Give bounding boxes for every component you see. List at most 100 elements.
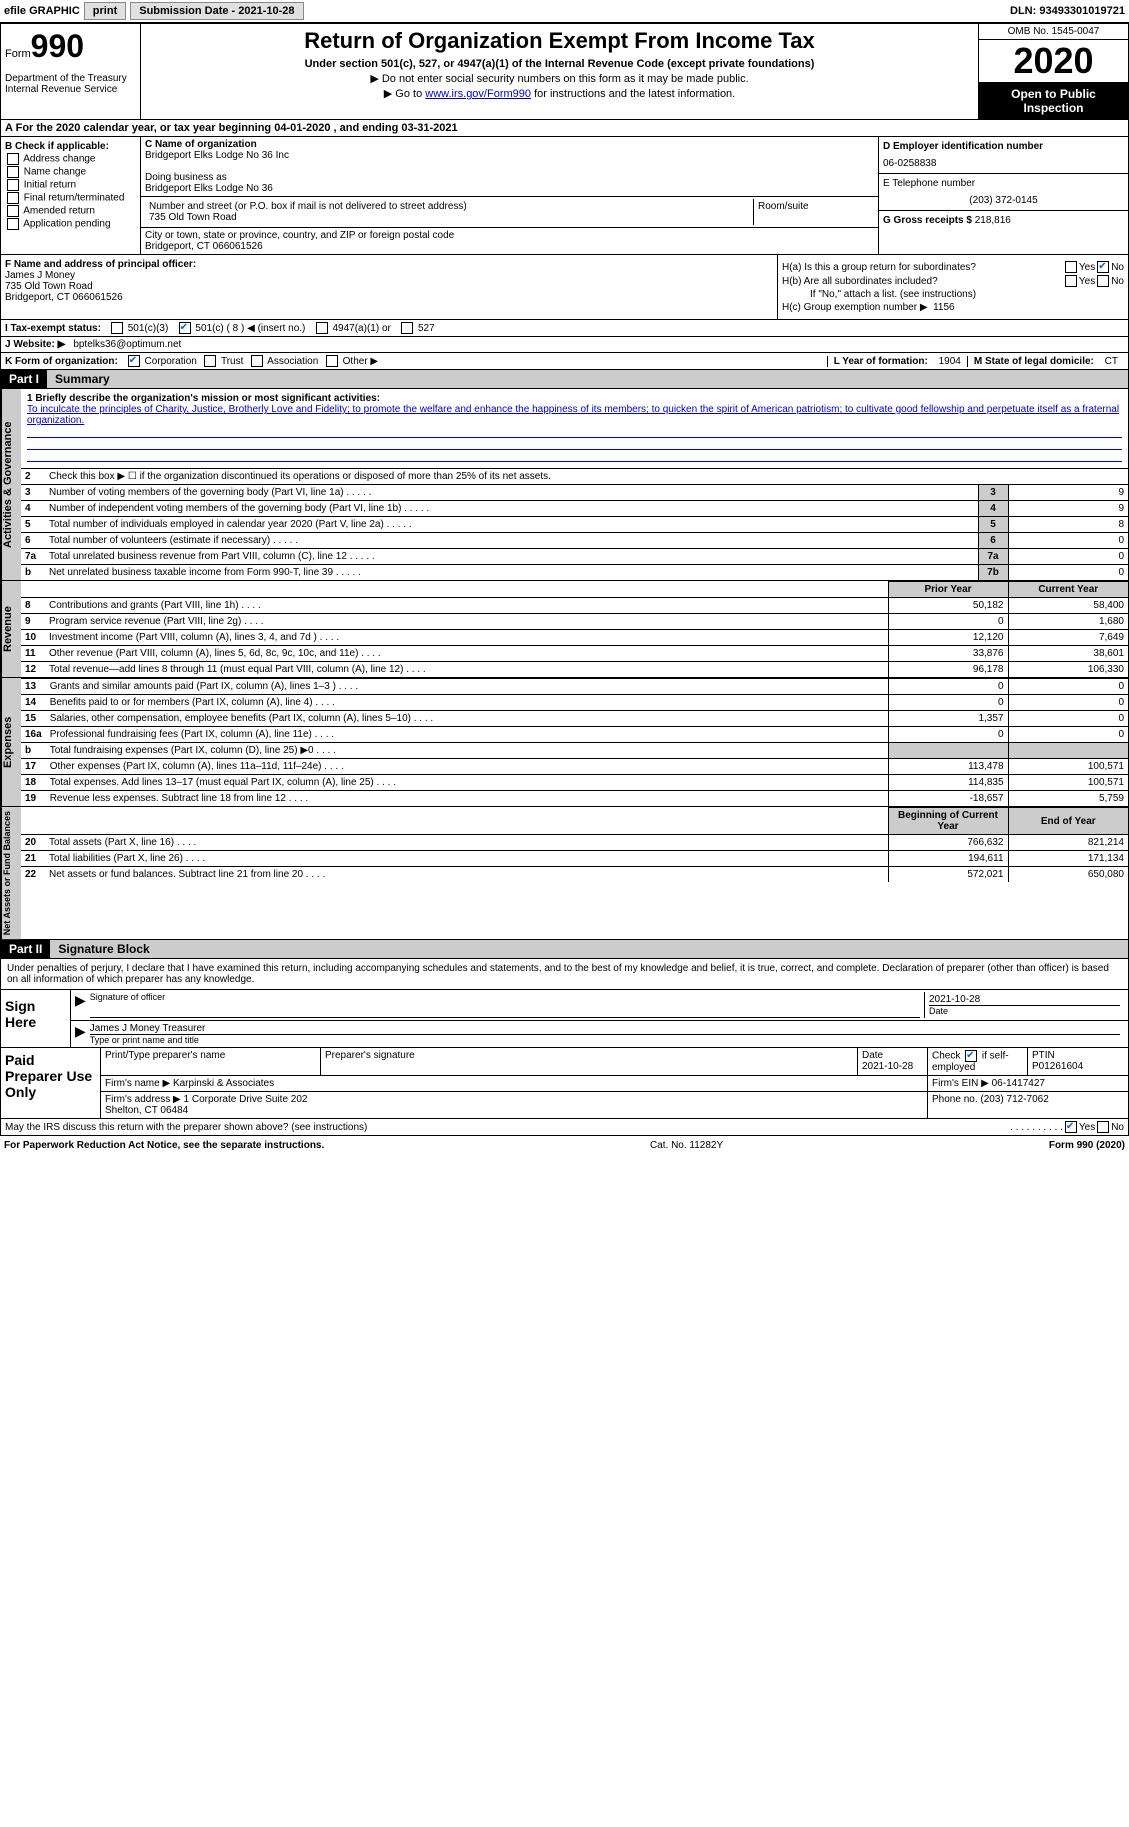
table-row: 12Total revenue—add lines 8 through 11 (…	[21, 662, 1128, 678]
phone-value: (203) 372-0145	[883, 195, 1124, 206]
form-subtitle: Under section 501(c), 527, or 4947(a)(1)…	[145, 58, 974, 70]
form-number: 990	[31, 28, 84, 64]
table-row: bNet unrelated business taxable income f…	[21, 565, 1128, 581]
box-f: F Name and address of principal officer:…	[1, 255, 778, 319]
part1-title: Summary	[47, 370, 1128, 388]
gov-side-label: Activities & Governance	[1, 389, 21, 580]
table-row: 8Contributions and grants (Part VIII, li…	[21, 598, 1128, 614]
checkbox[interactable]	[7, 218, 19, 230]
box-b: B Check if applicable: Address change Na…	[1, 137, 141, 254]
website-value: bptelks36@optimum.net	[73, 339, 181, 350]
line-i-label: I Tax-exempt status:	[5, 323, 101, 334]
sig-date-value: 2021-10-28	[929, 994, 1120, 1005]
firm-addr-label: Firm's address ▶	[105, 1094, 181, 1105]
form-header: Form990 Department of the Treasury Inter…	[0, 23, 1129, 120]
tax-status-opt: 527	[399, 323, 443, 334]
ha-no-checkbox[interactable]	[1097, 261, 1109, 273]
org-form-opt: Corporation	[126, 356, 203, 367]
sig-declaration: Under penalties of perjury, I declare th…	[1, 959, 1128, 989]
ein-value: 06-0258838	[883, 158, 1124, 169]
form-id-box: Form990 Department of the Treasury Inter…	[1, 24, 141, 119]
self-employed-checkbox[interactable]	[965, 1050, 977, 1062]
net-section: Net Assets or Fund Balances Beginning of…	[0, 807, 1129, 940]
city-label: City or town, state or province, country…	[145, 230, 874, 241]
discuss-yes-checkbox[interactable]	[1065, 1121, 1077, 1133]
table-row: 6Total number of volunteers (estimate if…	[21, 533, 1128, 549]
table-row: 17Other expenses (Part IX, column (A), l…	[21, 759, 1128, 775]
line-l-value: 1904	[939, 356, 961, 367]
table-row: 10Investment income (Part VIII, column (…	[21, 630, 1128, 646]
mission-ans: To inculcate the principles of Charity, …	[27, 404, 1119, 426]
table-row: 19Revenue less expenses. Subtract line 1…	[21, 791, 1128, 807]
checkbox[interactable]	[111, 322, 123, 334]
discuss-no-checkbox[interactable]	[1097, 1121, 1109, 1133]
checkbox[interactable]	[7, 192, 19, 204]
line-i: I Tax-exempt status: 501(c)(3) 501(c) ( …	[0, 320, 1129, 337]
tax-status-opt: 4947(a)(1) or	[314, 323, 399, 334]
table-row: bTotal fundraising expenses (Part IX, co…	[21, 743, 1128, 759]
ein-label: D Employer identification number	[883, 141, 1124, 152]
checkbox[interactable]	[316, 322, 328, 334]
arrow-icon: ▶	[75, 1023, 86, 1045]
top-bar: efile GRAPHIC print Submission Date - 20…	[0, 0, 1129, 23]
line-j: J Website: ▶ bptelks36@optimum.net	[0, 337, 1129, 353]
table-row: 3Number of voting members of the governi…	[21, 485, 1128, 501]
checkbox[interactable]	[179, 322, 191, 334]
line-klm: K Form of organization: Corporation Trus…	[0, 353, 1129, 370]
irs-link[interactable]: www.irs.gov/Form990	[425, 88, 531, 100]
part2-bar: Part II Signature Block	[0, 940, 1129, 959]
checkbox[interactable]	[401, 322, 413, 334]
checkbox[interactable]	[7, 179, 19, 191]
checkbox[interactable]	[251, 355, 263, 367]
underline	[27, 452, 1122, 462]
checkbox[interactable]	[204, 355, 216, 367]
gov-section: Activities & Governance 1 Briefly descri…	[0, 389, 1129, 581]
inspection-label: Open to Public Inspection	[979, 83, 1128, 119]
tax-year: 2020	[979, 40, 1128, 83]
gov-table: 2Check this box ▶ ☐ if the organization …	[21, 468, 1128, 580]
checkbox[interactable]	[7, 153, 19, 165]
tax-status-opt: 501(c)(3)	[109, 323, 177, 334]
omb-number: OMB No. 1545-0047	[979, 24, 1128, 40]
rev-section: Revenue Prior Year Current Year 8Contrib…	[0, 581, 1129, 678]
part2-title: Signature Block	[50, 940, 1128, 958]
hc-label: H(c) Group exemption number ▶	[782, 302, 928, 313]
period-row: A For the 2020 calendar year, or tax yea…	[0, 120, 1129, 137]
sig-type-label: Type or print name and title	[90, 1035, 1120, 1045]
form-title: Return of Organization Exempt From Incom…	[145, 28, 974, 54]
period-text: For the 2020 calendar year, or tax year …	[16, 122, 458, 134]
sig-date-label: Date	[929, 1005, 1120, 1016]
table-row: 16aProfessional fundraising fees (Part I…	[21, 727, 1128, 743]
rev-side-label: Revenue	[1, 581, 21, 677]
firm-ein-label: Firm's EIN ▶	[932, 1078, 989, 1089]
org-name: Bridgeport Elks Lodge No 36 Inc	[145, 150, 874, 161]
hb-yes-checkbox[interactable]	[1065, 275, 1077, 287]
end-year-hdr: End of Year	[1008, 808, 1128, 835]
net-table: Beginning of Current Year End of Year 20…	[21, 807, 1128, 882]
table-row: 14Benefits paid to or for members (Part …	[21, 695, 1128, 711]
print-button[interactable]: print	[84, 2, 126, 20]
checkbox[interactable]	[326, 355, 338, 367]
submission-button[interactable]: Submission Date - 2021-10-28	[130, 2, 303, 20]
table-row: 15Salaries, other compensation, employee…	[21, 711, 1128, 727]
officer-name: James J Money	[5, 270, 773, 281]
checkbox[interactable]	[7, 166, 19, 178]
checkbox[interactable]	[7, 205, 19, 217]
signature-block: Under penalties of perjury, I declare th…	[0, 959, 1129, 1119]
hb-no-checkbox[interactable]	[1097, 275, 1109, 287]
officer-addr1: 735 Old Town Road	[5, 281, 773, 292]
form-year-box: OMB No. 1545-0047 2020 Open to Public In…	[978, 24, 1128, 119]
room-label: Room/suite	[754, 199, 874, 225]
ha-yes-checkbox[interactable]	[1065, 261, 1077, 273]
box-b-item: Address change	[5, 153, 136, 165]
form-title-box: Return of Organization Exempt From Incom…	[141, 24, 978, 119]
box-b-item: Final return/terminated	[5, 192, 136, 204]
info-grid: B Check if applicable: Address change Na…	[0, 137, 1129, 255]
box-c: C Name of organization Bridgeport Elks L…	[141, 137, 878, 254]
firm-name-label: Firm's name ▶	[105, 1078, 170, 1089]
table-row: 18Total expenses. Add lines 13–17 (must …	[21, 775, 1128, 791]
checkbox[interactable]	[128, 355, 140, 367]
table-row: 5Total number of individuals employed in…	[21, 517, 1128, 533]
gross-label: G Gross receipts $	[883, 215, 972, 226]
org-form-opt: Association	[249, 356, 324, 367]
